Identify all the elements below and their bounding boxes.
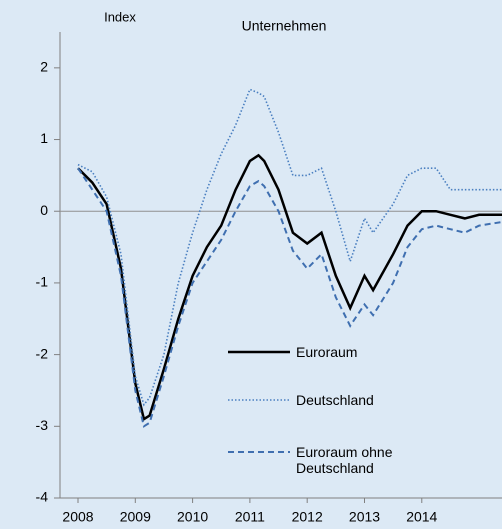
legend-label: Euroraum ohne Deutschland [296, 444, 393, 476]
y-tick-label: -3 [36, 417, 49, 433]
y-tick-label: -4 [36, 489, 49, 505]
x-tick-label: 2012 [292, 509, 323, 525]
y-tick-label: 0 [40, 202, 48, 218]
legend-label: Euroraum [296, 344, 358, 360]
y-tick-label: 1 [40, 130, 48, 146]
chart-title: Unternehmen [242, 18, 327, 34]
x-tick-label: 2011 [235, 509, 265, 525]
series-line [77, 167, 502, 428]
y-tick-label: 2 [40, 59, 48, 75]
x-tick-label: 2010 [177, 509, 208, 525]
y-tick-label: -2 [36, 345, 49, 361]
series-line [77, 88, 502, 407]
x-tick-label: 2014 [406, 509, 437, 525]
x-tick-label: 2009 [120, 509, 151, 525]
y-axis-label: Index [104, 9, 136, 24]
y-tick-label: -1 [36, 274, 49, 290]
series-line [77, 153, 502, 422]
x-tick-label: 2008 [62, 509, 93, 525]
legend-label: Deutschland [296, 392, 374, 408]
x-tick-label: 2013 [349, 509, 380, 525]
